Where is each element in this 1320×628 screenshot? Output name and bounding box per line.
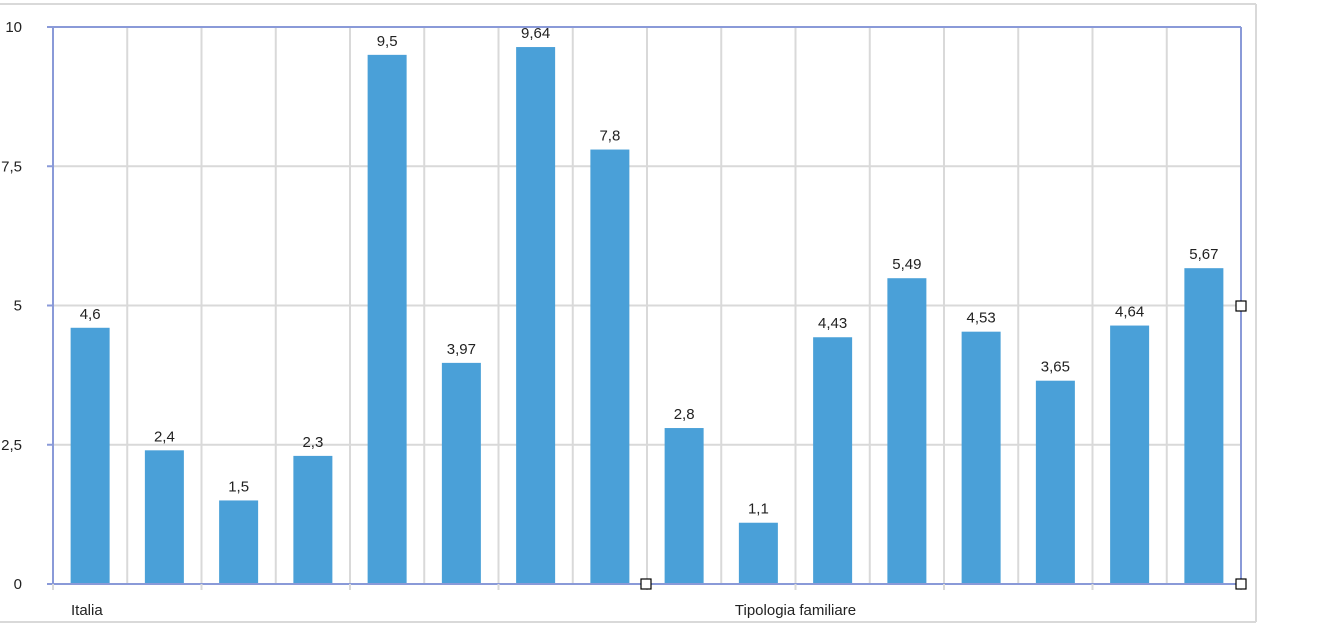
data-label: 1,5 <box>228 478 249 495</box>
bar <box>70 327 110 584</box>
gridlines <box>53 27 1241 584</box>
bar <box>441 362 481 584</box>
resize-handle[interactable] <box>1235 300 1247 312</box>
y-tick-label: 7,5 <box>1 158 22 175</box>
bar <box>293 455 333 584</box>
labels: 0 2,5 5 7,5 10 4,6 2,4 1,5 2,3 9,5 3,97 9,64 7,8 2,8 1… <box>1 19 1218 619</box>
data-label: 9,5 <box>377 33 398 50</box>
category-label: Tipologia familiare <box>735 602 856 619</box>
data-label: 4,6 <box>80 306 101 323</box>
resize-handle[interactable] <box>1235 578 1247 590</box>
data-label: 5,67 <box>1189 246 1218 263</box>
chart-outer-border-layer <box>0 3 1257 623</box>
data-label: 3,65 <box>1041 359 1070 376</box>
bar <box>367 54 407 585</box>
resize-handle[interactable] <box>640 578 652 590</box>
bar <box>961 331 1001 584</box>
data-label: 1,1 <box>748 501 769 518</box>
bar <box>738 522 778 584</box>
y-tick-label: 5 <box>14 298 22 315</box>
data-label: 9,64 <box>521 25 550 42</box>
data-label: 2,3 <box>302 434 323 451</box>
y-tick-label: 0 <box>14 576 22 593</box>
bar <box>516 47 556 584</box>
selection-handles[interactable] <box>640 300 1247 590</box>
data-label: 4,43 <box>818 315 847 332</box>
bar <box>144 450 184 584</box>
y-tick-label: 2,5 <box>1 437 22 454</box>
data-label: 5,49 <box>892 256 921 273</box>
bar <box>813 337 853 584</box>
y-tick-label: 10 <box>5 19 22 36</box>
data-label: 4,53 <box>967 310 996 327</box>
data-label: 2,8 <box>674 406 695 423</box>
bar <box>1110 325 1150 584</box>
data-label: 2,4 <box>154 428 175 445</box>
bar <box>590 149 630 585</box>
data-label: 4,64 <box>1115 304 1144 321</box>
category-label: Italia <box>71 602 103 619</box>
bar <box>1184 268 1224 584</box>
bars <box>70 47 1224 585</box>
bar <box>1035 380 1075 584</box>
data-label: 3,97 <box>447 341 476 358</box>
data-label: 7,8 <box>599 128 620 145</box>
bar <box>887 278 927 584</box>
bar <box>664 428 704 584</box>
bar <box>219 500 259 584</box>
